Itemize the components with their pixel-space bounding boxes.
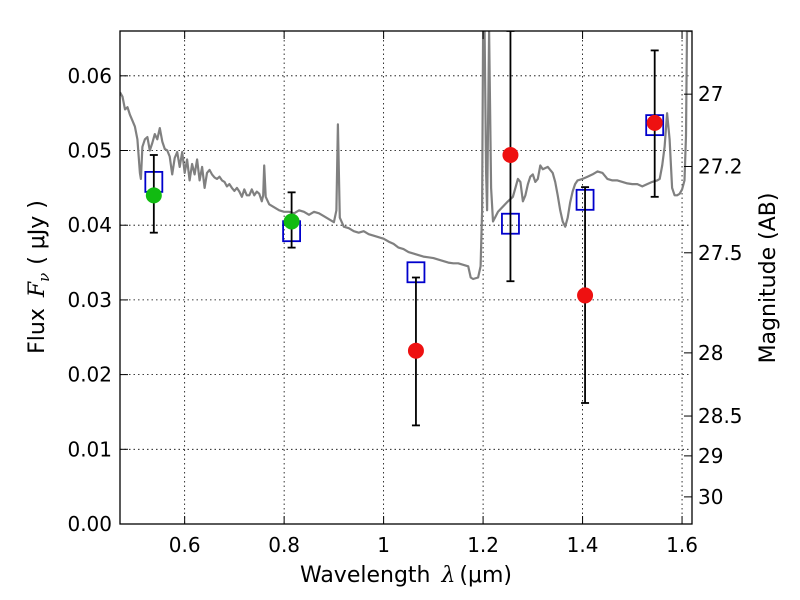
plot-area (120, 31, 692, 427)
plot-frame (119, 30, 693, 525)
y-tick-label: 0.03 (67, 288, 112, 312)
y2-tick-label: 27.5 (698, 241, 743, 265)
observed-point (407, 342, 424, 359)
y-tick-label: 0.02 (67, 363, 112, 387)
y-tick-label: 0.00 (67, 512, 112, 536)
x-axis-label: Wavelength λ (μm) (300, 563, 512, 588)
observed-point (283, 213, 300, 230)
y-tick-label: 0.04 (67, 213, 112, 237)
x-tick-label: 1 (377, 533, 390, 557)
y-axis-label: Flux Fν( μJy ) (25, 200, 53, 354)
observed-point (145, 187, 162, 204)
y2-tick-label: 27.2 (698, 154, 743, 178)
y2-tick-label: 28.5 (698, 404, 743, 428)
x-tick-label: 0.6 (169, 533, 201, 557)
y2-tick-label: 30 (698, 485, 723, 509)
y-tick-label: 0.06 (67, 64, 112, 88)
y2-tick-label: 28 (698, 341, 723, 365)
x-tick-label: 1.6 (666, 533, 698, 557)
y-tick-label: 0.01 (67, 437, 112, 461)
observed-point (577, 287, 594, 304)
y2-axis-label: Magnitude (AB) (756, 193, 781, 364)
x-tick-label: 1.2 (467, 533, 499, 557)
observed-point (646, 114, 663, 131)
y-tick-label: 0.05 (67, 139, 112, 163)
x-tick-label: 0.8 (268, 533, 300, 557)
y2-tick-label: 29 (698, 444, 723, 468)
x-tick-label: 1.4 (567, 533, 599, 557)
y2-tick-label: 27 (698, 82, 723, 106)
observed-point (502, 146, 519, 163)
axes-ticks: 0.6 0.8 1 1.2 1.4 1.6 0.00 0.01 0.02 0.03 0.04 0.05… (67, 31, 743, 557)
model-spectrum-line (120, 31, 692, 281)
